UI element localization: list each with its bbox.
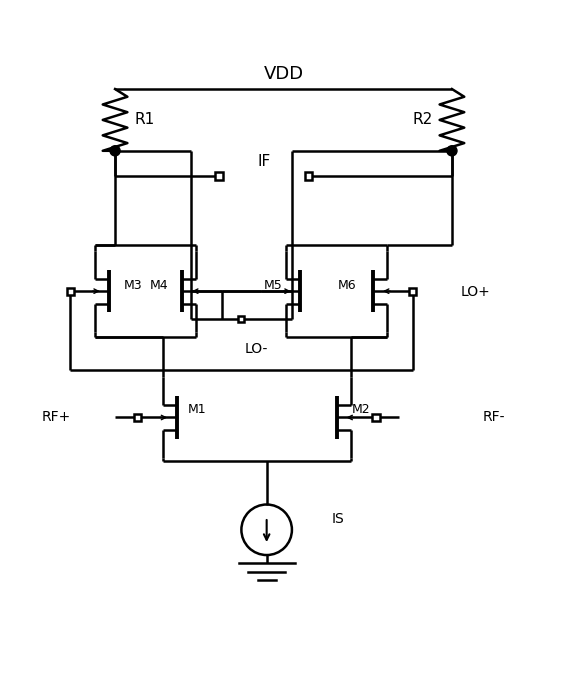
Text: M2: M2: [352, 402, 370, 415]
Text: RF+: RF+: [42, 411, 71, 424]
Text: M6: M6: [338, 279, 357, 292]
Text: M4: M4: [150, 279, 168, 292]
Text: RF-: RF-: [483, 411, 505, 424]
Text: R1: R1: [135, 112, 155, 127]
Bar: [373, 414, 380, 421]
Text: LO+: LO+: [460, 285, 490, 299]
Circle shape: [447, 146, 457, 156]
Text: R2: R2: [412, 112, 432, 127]
Text: VDD: VDD: [264, 65, 303, 83]
Bar: [238, 316, 244, 322]
Text: IS: IS: [331, 511, 344, 526]
Circle shape: [110, 146, 120, 156]
Text: LO-: LO-: [244, 342, 268, 356]
Bar: [305, 172, 312, 180]
Bar: [66, 287, 74, 295]
Bar: [215, 172, 223, 180]
Text: IF: IF: [257, 154, 270, 169]
Bar: [409, 287, 416, 295]
Text: M1: M1: [188, 402, 207, 415]
Text: M3: M3: [124, 279, 142, 292]
Bar: [134, 414, 141, 421]
Text: M5: M5: [264, 279, 282, 292]
